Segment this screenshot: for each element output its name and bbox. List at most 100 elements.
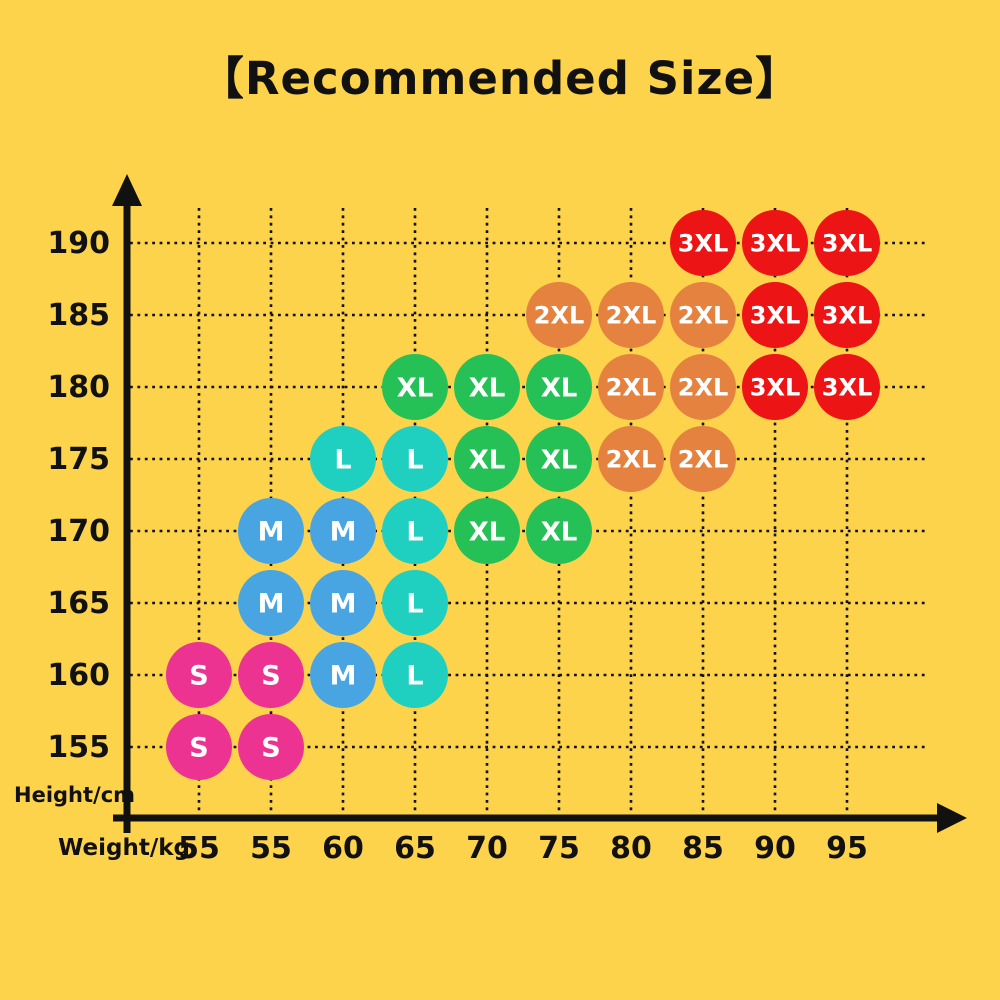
x-tick-label: 70 [466,831,508,866]
size-bubble-circle [310,426,376,492]
x-axis-label: Weight/kg [58,835,191,861]
size-bubble-xl: XL [526,498,592,564]
size-bubble-xl: XL [454,426,520,492]
size-bubble-circle [166,714,232,780]
size-bubble-m: M [238,570,304,636]
size-bubble-circle [454,354,520,420]
size-bubble-circle [310,570,376,636]
size-bubble-label: L [334,445,351,476]
size-bubble-circle [382,570,448,636]
size-bubble-circle [526,426,592,492]
x-tick-label: 85 [682,831,724,866]
size-bubble-label: L [406,517,423,548]
size-bubble-3xl: 3XL [742,282,808,348]
size-bubble-s: S [166,714,232,780]
size-bubble-label: S [189,733,208,764]
size-bubble-xl: XL [454,498,520,564]
size-bubble-circle [310,642,376,708]
size-bubble-label: 2XL [534,302,585,330]
size-bubble-circle [238,570,304,636]
size-bubble-circle [814,354,880,420]
page-title: 【Recommended Size】 [198,52,802,105]
y-tick-label: 180 [47,370,110,405]
size-bubble-circle [238,498,304,564]
size-bubble-circle [166,642,232,708]
size-bubble-circle [814,282,880,348]
size-bubble-label: M [258,517,285,548]
y-axis-label: Height/cm [14,783,136,807]
size-bubble-label: 3XL [678,230,729,258]
size-bubble-m: M [310,498,376,564]
size-bubble-l: L [310,426,376,492]
size-bubble-label: S [189,661,208,692]
size-bubble-2xl: 2XL [670,282,736,348]
size-bubble-label: M [330,661,357,692]
size-bubble-label: XL [469,517,506,547]
y-tick-label: 190 [47,226,110,261]
size-bubble-circle [454,498,520,564]
size-bubble-l: L [382,642,448,708]
size-bubble-3xl: 3XL [670,210,736,276]
size-bubble-circle [598,354,664,420]
size-bubble-2xl: 2XL [670,426,736,492]
size-bubble-label: 3XL [822,230,873,258]
size-bubble-label: XL [541,517,578,547]
size-bubble-xl: XL [526,354,592,420]
size-bubble-m: M [310,570,376,636]
size-bubble-circle [454,426,520,492]
size-bubble-circle [598,282,664,348]
size-bubble-2xl: 2XL [598,354,664,420]
y-axis-arrow-icon [112,174,142,206]
x-tick-label: 55 [250,831,292,866]
size-bubble-circle [670,426,736,492]
size-bubble-3xl: 3XL [742,210,808,276]
size-bubble-circle [382,426,448,492]
size-bubble-l: L [382,426,448,492]
size-bubble-s: S [238,714,304,780]
y-tick-label: 185 [47,298,110,333]
x-tick-label: 55 [178,831,220,866]
size-bubble-m: M [310,642,376,708]
size-bubble-2xl: 2XL [598,282,664,348]
size-bubble-label: XL [469,445,506,475]
size-bubble-circle [598,426,664,492]
x-tick-label: 60 [322,831,364,866]
size-bubble-s: S [238,642,304,708]
size-bubble-circle [238,714,304,780]
size-bubble-label: 2XL [606,302,657,330]
size-bubble-3xl: 3XL [814,210,880,276]
size-bubble-l: L [382,498,448,564]
size-bubble-circle [382,354,448,420]
y-tick-label: 170 [47,514,110,549]
size-bubble-circle [670,210,736,276]
size-bubble-label: 2XL [678,374,729,402]
x-tick-label: 80 [610,831,652,866]
y-tick-label: 160 [47,658,110,693]
x-tick-label: 90 [754,831,796,866]
size-bubble-circle [814,210,880,276]
size-bubble-xl: XL [382,354,448,420]
size-bubble-label: M [258,589,285,620]
size-bubble-label: XL [541,373,578,403]
size-bubble-circle [310,498,376,564]
size-bubble-label: XL [541,445,578,475]
size-bubble-l: L [382,570,448,636]
size-bubble-label: 2XL [606,374,657,402]
size-bubble-circle [382,498,448,564]
size-bubble-label: 3XL [750,302,801,330]
size-bubble-2xl: 2XL [526,282,592,348]
size-bubble-label: 2XL [678,302,729,330]
size-bubble-label: 3XL [822,374,873,402]
size-bubble-label: L [406,589,423,620]
y-tick-label: 175 [47,442,110,477]
x-tick-label: 75 [538,831,580,866]
size-bubble-s: S [166,642,232,708]
size-bubble-label: L [406,661,423,692]
size-bubble-circle [742,282,808,348]
x-tick-label: 95 [826,831,868,866]
size-bubble-3xl: 3XL [814,282,880,348]
size-bubble-label: 2XL [606,446,657,474]
size-bubble-circle [670,282,736,348]
size-bubble-circle [526,282,592,348]
